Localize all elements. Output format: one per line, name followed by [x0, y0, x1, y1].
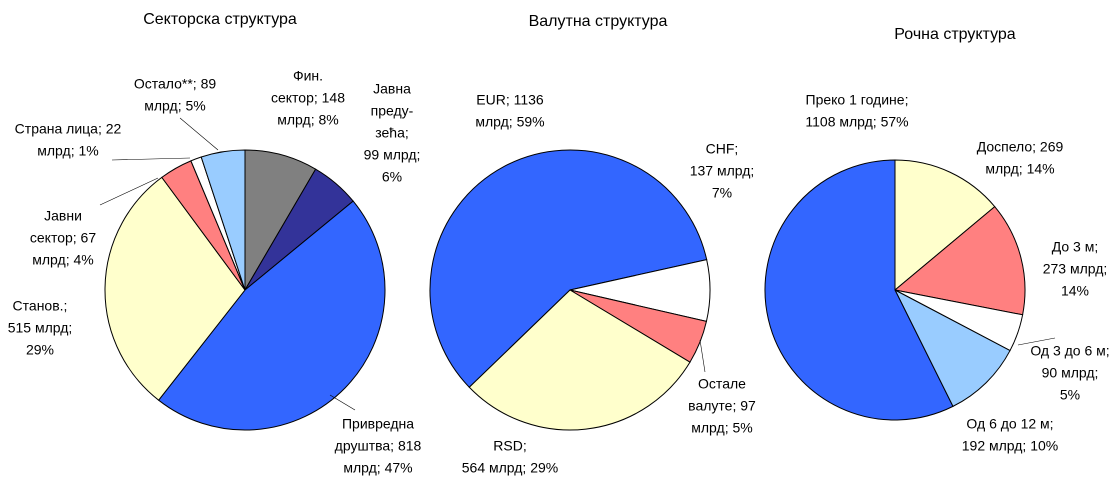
- pie-slice: [764, 159, 954, 421]
- pie: Доспело; 269 млрд; 14% До 3 м; 273 млрд; 14%…: [764, 92, 1110, 454]
- pie: Фин. сектор; 148 млрд; 8% Јавна преду-зећа; 9…: [8, 68, 422, 476]
- leaders: [99, 117, 1056, 411]
- data-label: млрд; 5%: [144, 98, 205, 114]
- data-label: CHF;: [706, 141, 739, 157]
- data-label: Јавни: [44, 208, 82, 224]
- leader-line: [111, 157, 191, 161]
- data-label: валуте; 97: [688, 398, 756, 414]
- data-label: зећа;: [375, 125, 409, 141]
- chart-title: Секторска структура: [143, 11, 297, 28]
- pie-slice: [429, 149, 708, 388]
- data-label: 137 млрд;: [690, 163, 755, 179]
- data-label: млрд; 5%: [691, 420, 752, 436]
- data-label: млрд; 47%: [343, 460, 412, 476]
- data-label: млрд; 14%: [985, 161, 1054, 177]
- data-label: 515 млрд;: [8, 320, 73, 336]
- pie-slice: [104, 176, 246, 401]
- pie: EUR; 1136 млрд; 59% CHF; 137 млрд; 7% Остале в…: [429, 92, 756, 476]
- data-label: сектор; 67: [30, 230, 96, 246]
- data-label: Јавна: [373, 81, 411, 97]
- data-label: млрд; 1%: [37, 143, 98, 159]
- data-label: Преко 1 године;: [806, 92, 909, 108]
- leader-line: [699, 339, 706, 373]
- leader-line: [1017, 337, 1056, 346]
- chart-title: Валутна структура: [529, 13, 668, 30]
- data-label: Фин.: [293, 68, 323, 84]
- data-label: Доспело; 269: [977, 139, 1064, 155]
- data-label: 90 млрд;: [1042, 365, 1099, 381]
- chart-title: Рочна структура: [894, 26, 1015, 43]
- data-label: 14%: [1061, 283, 1089, 299]
- pie-slice: [894, 159, 996, 292]
- data-label: преду-: [371, 103, 414, 119]
- data-label: Од 6 до 12 м;: [966, 416, 1053, 432]
- leader-line: [99, 177, 159, 206]
- data-label: млрд; 8%: [277, 112, 338, 128]
- data-label: RSD;: [493, 438, 526, 454]
- pie-slice: [468, 289, 691, 431]
- data-label: 6%: [382, 169, 402, 185]
- data-label: млрд; 4%: [32, 252, 93, 268]
- pie-slice: [157, 200, 386, 431]
- data-label: 99 млрд;: [364, 147, 421, 163]
- data-label: 29%: [26, 342, 54, 358]
- data-label: 5%: [1060, 387, 1080, 403]
- pie-slice: [893, 205, 1026, 316]
- data-label: 564 млрд; 29%: [462, 460, 558, 476]
- data-label: Станов.;: [13, 298, 68, 314]
- data-label: 7%: [712, 185, 732, 201]
- data-label: сектор; 148: [271, 90, 345, 106]
- data-label: млрд; 59%: [475, 114, 544, 130]
- data-label: Страна лица; 22: [15, 121, 122, 137]
- leader-line: [179, 117, 219, 151]
- data-label: Остале: [698, 376, 746, 392]
- data-label: До 3 м;: [1052, 239, 1099, 255]
- data-label: друштва; 818: [335, 438, 422, 454]
- data-label: 273 млрд;: [1043, 261, 1108, 277]
- data-label: Од 3 до 6 м;: [1030, 343, 1109, 359]
- leader-line: [329, 394, 356, 411]
- data-label: 192 млрд; 10%: [962, 438, 1058, 454]
- pie-slice: [893, 288, 1011, 408]
- data-label: 1108 млрд; 57%: [805, 114, 908, 130]
- data-label: Остало**; 89: [134, 76, 217, 92]
- data-label: EUR; 1136: [476, 92, 544, 108]
- pie-slice: [200, 149, 246, 291]
- data-label: Привредна: [342, 416, 414, 432]
